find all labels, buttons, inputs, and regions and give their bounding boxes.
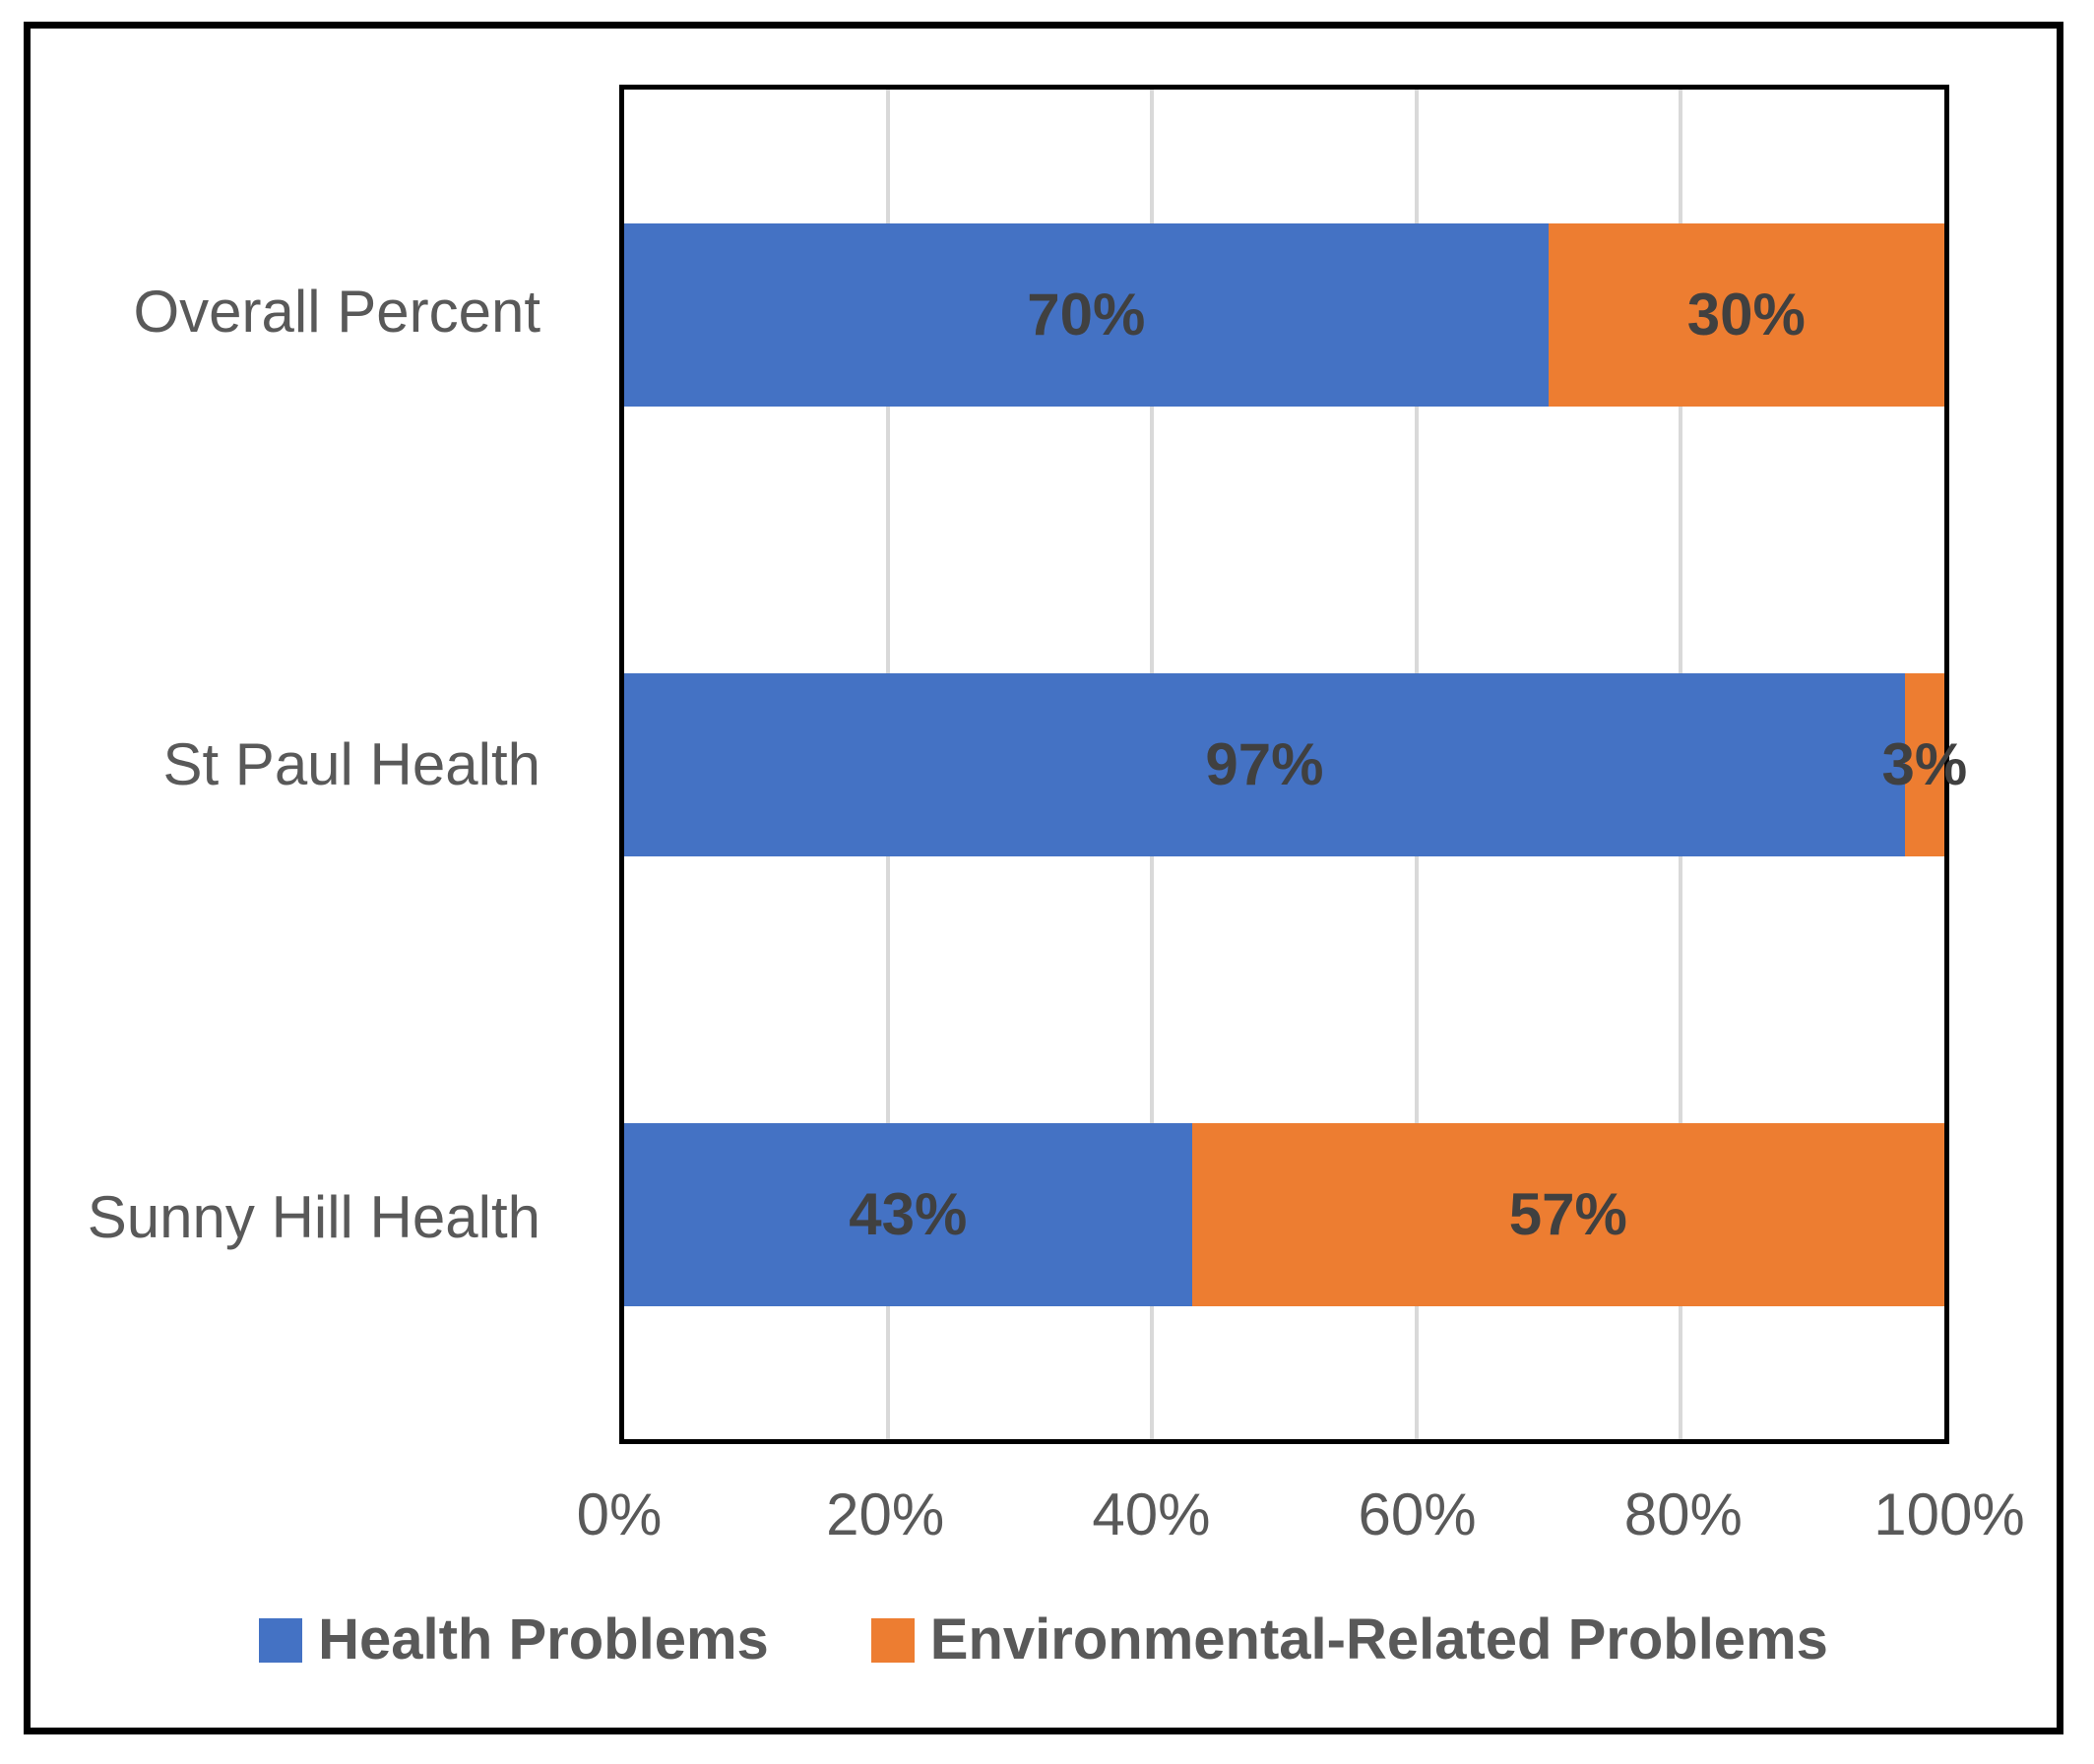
x-tick-label: 100%	[1873, 1481, 2025, 1547]
legend-swatch-icon	[870, 1617, 915, 1663]
x-tick-label: 0%	[576, 1481, 663, 1547]
bar-segment: 43%	[624, 1122, 1192, 1306]
x-tick-label: 40%	[1092, 1481, 1211, 1547]
data-label: 3%	[1881, 730, 1968, 797]
category-band: 70% 30%	[624, 90, 1944, 539]
category-band: 43% 57%	[624, 989, 1944, 1439]
category-axis: Overall Percent St Paul Health Sunny Hill …	[31, 85, 560, 1444]
data-label: 97%	[1205, 730, 1324, 797]
plot-area: 70% 30% 97% 3% 43% 57%	[619, 85, 1967, 1444]
legend-swatch-icon	[259, 1617, 303, 1663]
chart-figure: Overall Percent St Paul Health Sunny Hill …	[24, 22, 2063, 1734]
data-label: 57%	[1508, 1180, 1627, 1247]
x-tick-label: 20%	[826, 1481, 945, 1547]
stacked-bar: 43% 57%	[624, 1122, 1944, 1306]
legend-item: Environmental-Related Problems	[870, 1607, 1828, 1671]
bar-segment: 70%	[624, 222, 1549, 407]
data-label: 30%	[1686, 281, 1806, 347]
x-tick-label: 60%	[1358, 1481, 1477, 1547]
stacked-bar: 97% 3%	[624, 672, 1967, 856]
category-label: Overall Percent	[133, 278, 541, 345]
legend: Health Problems Environmental-Related Pro…	[31, 1611, 2057, 1669]
bar-segment: 57%	[1191, 1122, 1944, 1306]
bar-rows: 70% 30% 97% 3% 43% 57%	[624, 90, 1967, 1439]
stacked-bar: 70% 30%	[624, 222, 1944, 407]
bar-segment: 3%	[1882, 672, 1967, 856]
legend-label: Health Problems	[318, 1607, 769, 1671]
legend-item: Health Problems	[259, 1611, 769, 1669]
category-label: Sunny Hill Health	[87, 1184, 540, 1251]
bar-segment: 30%	[1548, 222, 1944, 407]
x-axis: 0% 20% 40% 60% 80% 100%	[577, 1444, 2025, 1562]
data-label: 43%	[849, 1180, 968, 1247]
bar-segment: 97%	[624, 672, 1905, 856]
category-band: 97% 3%	[624, 539, 1967, 989]
category-label: St Paul Health	[162, 730, 540, 797]
x-tick-label: 80%	[1623, 1481, 1743, 1547]
legend-label: Environmental-Related Problems	[929, 1607, 1828, 1671]
data-label: 70%	[1027, 281, 1146, 347]
